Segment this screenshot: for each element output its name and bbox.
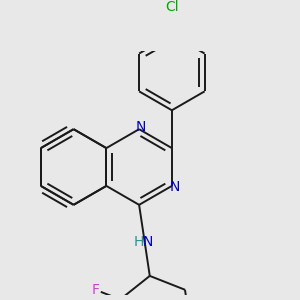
Text: F: F [92, 283, 100, 297]
Text: N: N [135, 120, 146, 134]
Text: Cl: Cl [165, 0, 179, 14]
Text: H: H [133, 235, 143, 249]
Text: N: N [143, 235, 153, 249]
Text: N: N [169, 180, 180, 194]
